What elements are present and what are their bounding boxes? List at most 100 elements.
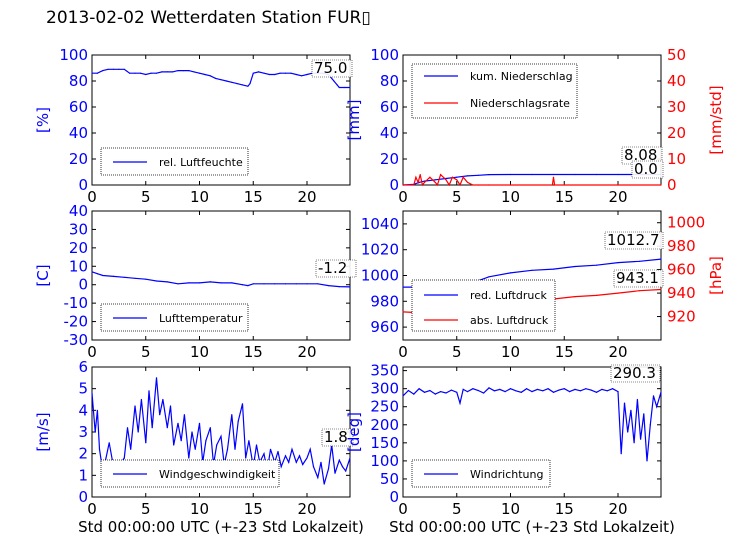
- data-point: [627, 431, 629, 433]
- data-point: [295, 461, 297, 463]
- x-tick-label: 10: [190, 343, 209, 361]
- y-tick-label: 250: [370, 398, 399, 416]
- data-point: [247, 85, 249, 87]
- data-point: [268, 73, 270, 76]
- data-point: [166, 71, 168, 73]
- x-tick-label: 10: [501, 188, 520, 206]
- data-point: [302, 463, 304, 466]
- y-tick-label: 30: [69, 220, 88, 238]
- data-point: [130, 448, 132, 450]
- data-point: [341, 466, 344, 468]
- value-label-box: [613, 269, 664, 288]
- y2-axis-label: [hPa]: [707, 256, 725, 295]
- legend-label: Windgeschwindigkeit: [159, 468, 276, 481]
- y2-tick-label: 30: [667, 98, 686, 116]
- data-point: [237, 420, 239, 422]
- data-point: [440, 391, 442, 393]
- last-value-label: 75.0: [314, 59, 347, 77]
- data-point: [415, 176, 417, 178]
- data-point: [129, 72, 131, 74]
- data-point: [198, 282, 201, 284]
- data-point: [440, 174, 442, 176]
- y-tick-label: -30: [64, 331, 89, 349]
- data-point: [258, 71, 260, 73]
- data-point: [617, 262, 619, 264]
- data-point: [617, 173, 619, 176]
- data-point: [574, 388, 576, 390]
- data-point: [612, 388, 614, 390]
- last-value-label: 8.08: [624, 146, 657, 164]
- y2-tick-label: 40: [667, 72, 686, 90]
- data-point: [249, 83, 251, 85]
- data-point: [623, 402, 626, 404]
- data-point: [183, 414, 185, 416]
- data-point: [595, 264, 598, 266]
- data-point: [96, 273, 98, 275]
- data-point: [231, 81, 233, 83]
- data-point: [112, 68, 115, 70]
- y-axis-label: [m/s]: [34, 412, 52, 451]
- data-point: [509, 184, 512, 186]
- data-point: [215, 77, 217, 79]
- data-point: [554, 184, 556, 186]
- data-point: [450, 389, 452, 391]
- data-point: [155, 377, 158, 379]
- data-point: [646, 460, 648, 462]
- data-point: [231, 282, 233, 284]
- data-point: [499, 388, 501, 390]
- data-point: [288, 461, 290, 463]
- data-point: [225, 80, 227, 82]
- y-tick-label: 150: [370, 434, 399, 452]
- x-tick-label: 15: [244, 188, 263, 206]
- data-point: [173, 444, 175, 446]
- data-point: [640, 438, 642, 440]
- data-point: [284, 455, 287, 457]
- data-point: [327, 468, 330, 470]
- axes-frame: [91, 54, 351, 186]
- legend-label: Niederschlagsrate: [470, 97, 570, 110]
- y-tick-label: 80: [69, 72, 88, 90]
- x-axis-label: Std 00:00:00 UTC (+-23 Std Lokalzeit): [389, 518, 675, 536]
- data-point: [263, 453, 265, 455]
- data-point: [317, 476, 319, 479]
- y2-tick-label: 1000: [667, 214, 705, 232]
- x-tick-label: 10: [190, 188, 209, 206]
- data-point: [574, 296, 576, 298]
- y-tick-label: 80: [380, 72, 399, 90]
- data-point: [177, 70, 179, 72]
- data-point: [472, 388, 474, 390]
- data-point: [102, 70, 104, 72]
- data-point: [542, 390, 544, 392]
- y-tick-label: 40: [69, 202, 88, 220]
- data-point: [220, 282, 222, 284]
- data-point: [231, 414, 233, 416]
- y-tick-label: 60: [69, 98, 88, 116]
- data-point: [234, 448, 236, 450]
- data-point: [558, 389, 560, 391]
- legend-label: abs. Luftdruck: [470, 314, 549, 327]
- data-point: [220, 435, 222, 437]
- x-tick-label: 10: [501, 500, 520, 518]
- data-point: [312, 466, 315, 468]
- data-point: [515, 390, 517, 392]
- data-point: [349, 286, 351, 288]
- data-point: [172, 71, 174, 73]
- data-point: [274, 283, 276, 285]
- data-point: [509, 272, 512, 274]
- series-line-1: [402, 173, 661, 186]
- y2-tick-label: 0: [667, 176, 677, 194]
- data-point: [151, 427, 153, 429]
- data-point: [145, 442, 147, 444]
- data-point: [306, 73, 308, 76]
- data-point: [193, 71, 195, 73]
- y2-tick-label: 940: [667, 284, 696, 302]
- y-tick-label: 100: [370, 452, 399, 470]
- series-line-1: [91, 377, 351, 485]
- data-point: [327, 285, 330, 287]
- data-point: [180, 440, 182, 442]
- data-point: [451, 176, 453, 178]
- data-point: [552, 268, 555, 270]
- last-value-label: 1.8: [324, 428, 348, 446]
